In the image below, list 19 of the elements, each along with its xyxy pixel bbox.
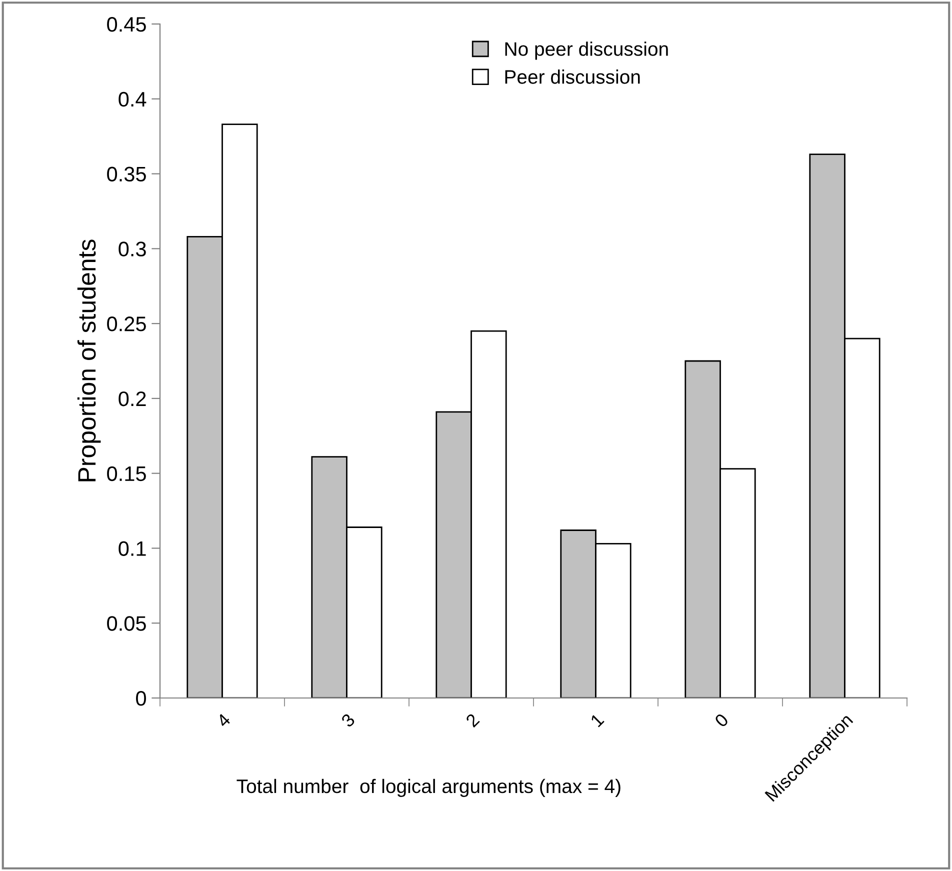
y-tick-label: 0.25 [107, 316, 146, 332]
legend-label: No peer discussion [505, 42, 668, 60]
y-tick-label: 0 [136, 691, 146, 706]
y-tick-label: 0.45 [107, 17, 146, 32]
x-tick-label: 3 [340, 712, 356, 728]
y-tick-label: 0.35 [107, 166, 146, 182]
y-tick-label: 0.2 [118, 391, 146, 406]
x-tick-label: 4 [216, 712, 232, 728]
y-tick-label: 0.05 [107, 616, 146, 631]
y-axis-title: Proportion of students [77, 240, 101, 482]
legend-label: Peer discussion [505, 70, 640, 84]
y-tick-label: 0.4 [118, 92, 146, 107]
x-tick-label: 2 [465, 712, 480, 728]
y-tick-label: 0.3 [118, 242, 146, 256]
x-tick-label: 0 [714, 712, 730, 728]
x-tick-label: 1 [590, 712, 604, 728]
y-tick-label: 0.15 [107, 466, 146, 482]
x-axis-title: Total number of logical arguments (max = 4) [236, 778, 620, 798]
y-tick-label: 0.1 [118, 541, 146, 556]
